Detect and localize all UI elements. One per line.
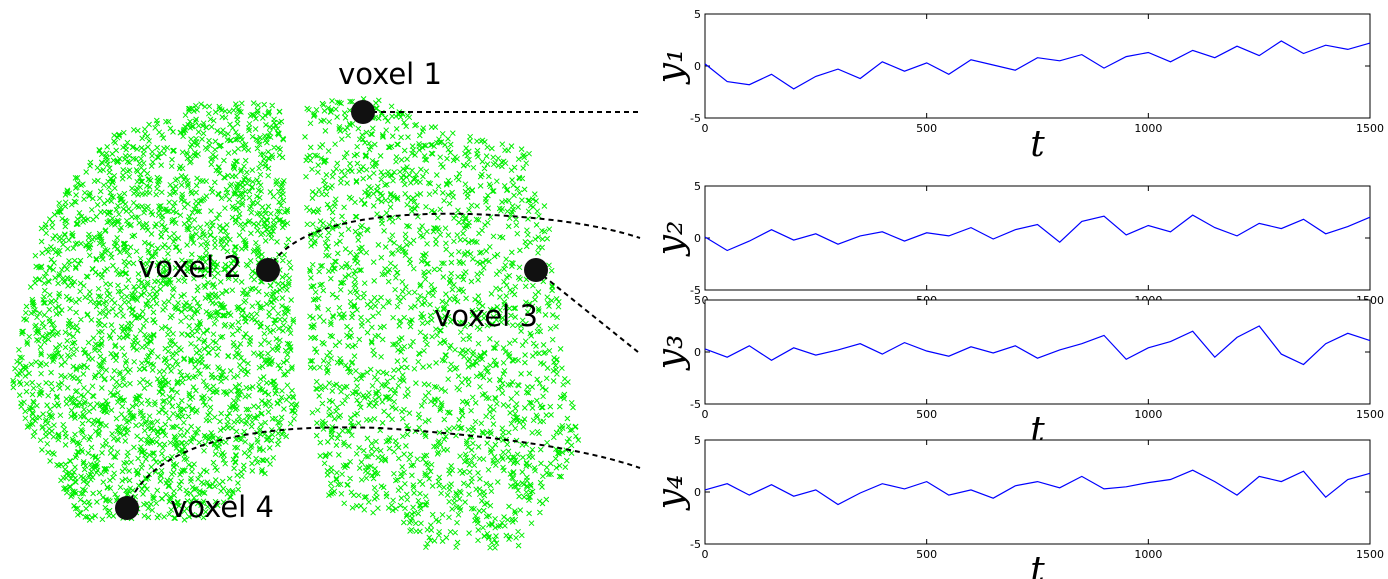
y-tick-label: -5: [690, 538, 701, 551]
series-line: [704, 40, 1371, 90]
connector: [535, 269, 639, 353]
x-axis-label: t: [1030, 124, 1045, 165]
y-axis-label: y₂: [650, 221, 691, 258]
voxel-dot: [256, 258, 280, 282]
x-tick-label: 0: [702, 408, 709, 421]
plot-frame: [704, 439, 1371, 545]
voxel-label: voxel 4: [170, 490, 274, 524]
x-tick-label: 0: [702, 548, 709, 561]
plot-frame: [704, 185, 1371, 291]
connector: [126, 426, 641, 509]
y-tick-label: 5: [694, 434, 701, 447]
y-tick-label: 0: [694, 60, 701, 73]
y-tick-label: 0: [694, 232, 701, 245]
y-axis-label: y₁: [650, 49, 691, 86]
voxel-label: voxel 3: [434, 299, 538, 333]
plot-frame: [704, 13, 1371, 119]
y-tick-label: -5: [690, 284, 701, 297]
voxel-label: voxel 2: [138, 250, 242, 284]
scatter-crosses: [302, 96, 582, 551]
x-tick-label: 1000: [1134, 122, 1162, 135]
x-tick-label: 0: [702, 122, 709, 135]
voxel-dots: [115, 100, 548, 520]
y-tick-label: 5: [694, 8, 701, 21]
y-tick-label: 0: [694, 346, 701, 359]
y-axis-label: y₄: [650, 475, 691, 512]
x-tick-label: 1500: [1356, 122, 1384, 135]
y-tick-label: 5: [694, 180, 701, 193]
y-axis-label: y₃: [650, 335, 691, 372]
y-tick-label: -5: [690, 112, 701, 125]
connectors: [126, 111, 641, 509]
x-tick-label: 1000: [1134, 548, 1162, 561]
x-tick-label: 500: [916, 408, 937, 421]
voxel-dot: [524, 258, 548, 282]
y-tick-label: 0: [694, 486, 701, 499]
voxel-dot: [351, 100, 375, 124]
connector: [267, 212, 641, 271]
x-tick-label: 500: [916, 548, 937, 561]
x-tick-label: 1000: [1134, 408, 1162, 421]
plot-frame: [704, 299, 1371, 405]
y-tick-label: -5: [690, 398, 701, 411]
x-tick-label: 500: [916, 122, 937, 135]
voxel-label: voxel 1: [338, 57, 442, 91]
series-line: [704, 214, 1371, 252]
voxel-dot: [115, 496, 139, 520]
x-axis-label: t: [1030, 550, 1045, 579]
series-line: [704, 469, 1371, 506]
scatter-crosses: [10, 100, 300, 523]
x-tick-label: 1500: [1356, 548, 1384, 561]
series-line: [704, 325, 1371, 366]
charts: -505050010001500ty₁-505050010001500ty₂-5…: [650, 8, 1384, 579]
x-tick-label: 1500: [1356, 408, 1384, 421]
brain-scatter: [10, 96, 582, 551]
y-tick-label: 5: [694, 294, 701, 307]
